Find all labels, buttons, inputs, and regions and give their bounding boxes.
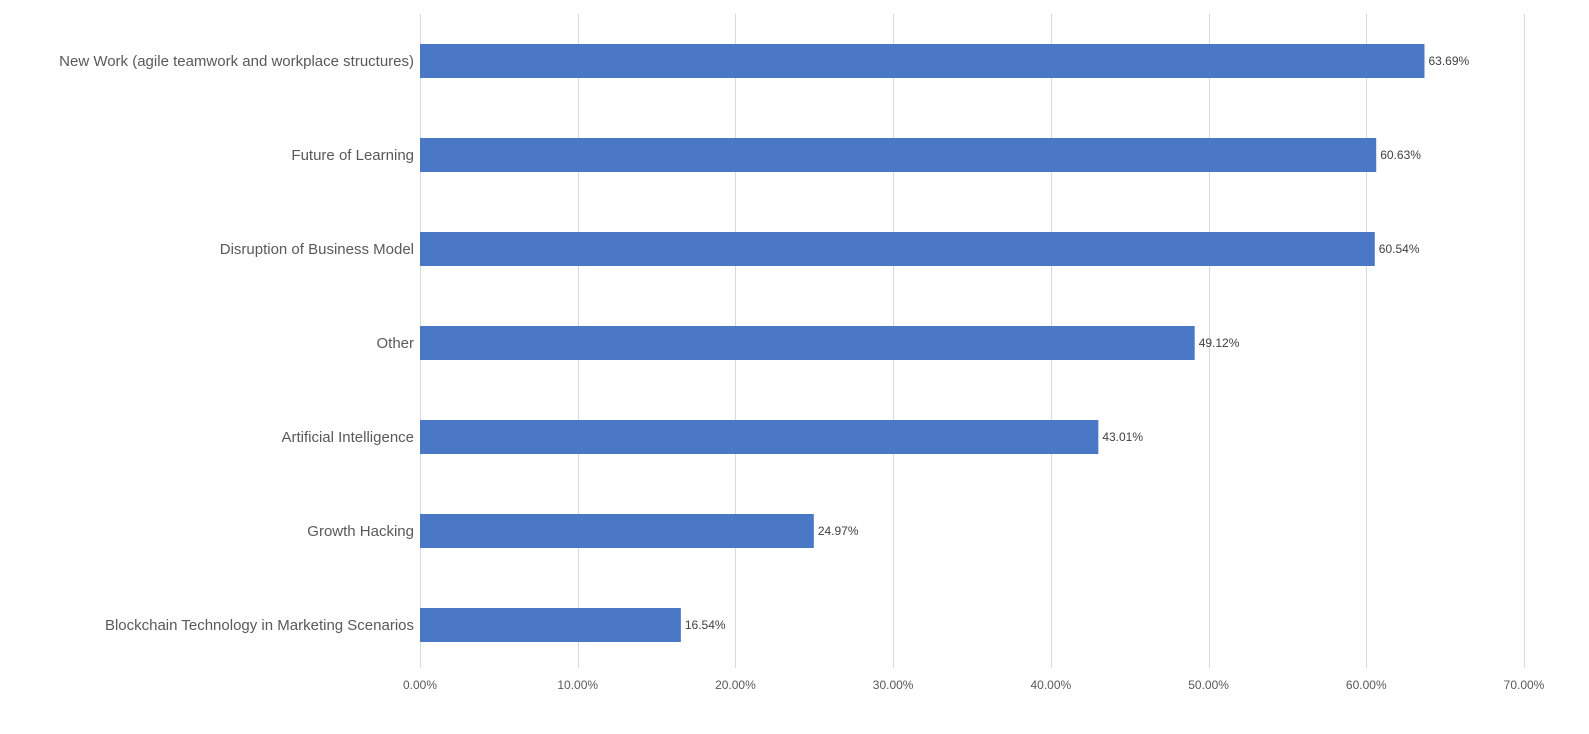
- bar: [420, 138, 1377, 172]
- x-tick-label: 60.00%: [1346, 678, 1387, 692]
- x-tick-label: 10.00%: [557, 678, 598, 692]
- category-label: Disruption of Business Model: [220, 241, 414, 258]
- category-labels: New Work (agile teamwork and workplace s…: [59, 53, 414, 634]
- x-tick-label: 20.00%: [715, 678, 756, 692]
- data-labels: 63.69% 60.63% 60.54% 49.12% 43.01% 24.97% 16.5…: [685, 54, 1470, 632]
- bars: [420, 44, 1425, 642]
- bar: [420, 326, 1195, 360]
- category-label: Blockchain Technology in Marketing Scena…: [105, 617, 414, 634]
- x-tick-label: 0.00%: [403, 678, 437, 692]
- data-label: 16.54%: [685, 618, 726, 632]
- category-label: Future of Learning: [291, 147, 414, 164]
- bar: [420, 44, 1425, 78]
- bar: [420, 514, 814, 548]
- category-label: Other: [376, 335, 414, 352]
- data-label: 49.12%: [1199, 336, 1240, 350]
- x-tick-label: 30.00%: [873, 678, 914, 692]
- data-label: 24.97%: [818, 524, 859, 538]
- data-label: 60.54%: [1379, 242, 1420, 256]
- data-label: 43.01%: [1102, 430, 1143, 444]
- data-label: 60.63%: [1380, 148, 1421, 162]
- category-label: New Work (agile teamwork and workplace s…: [59, 53, 414, 70]
- data-label: 63.69%: [1428, 54, 1469, 68]
- bar: [420, 232, 1375, 266]
- bar: [420, 608, 681, 642]
- bar: [420, 420, 1099, 454]
- category-label: Artificial Intelligence: [281, 429, 414, 446]
- category-label: Growth Hacking: [307, 523, 414, 540]
- x-axis-ticks: 0.00% 10.00% 20.00% 30.00% 40.00% 50.00% 60.00…: [403, 678, 1545, 692]
- x-tick-label: 70.00%: [1504, 678, 1545, 692]
- x-tick-label: 50.00%: [1188, 678, 1229, 692]
- x-tick-label: 40.00%: [1031, 678, 1072, 692]
